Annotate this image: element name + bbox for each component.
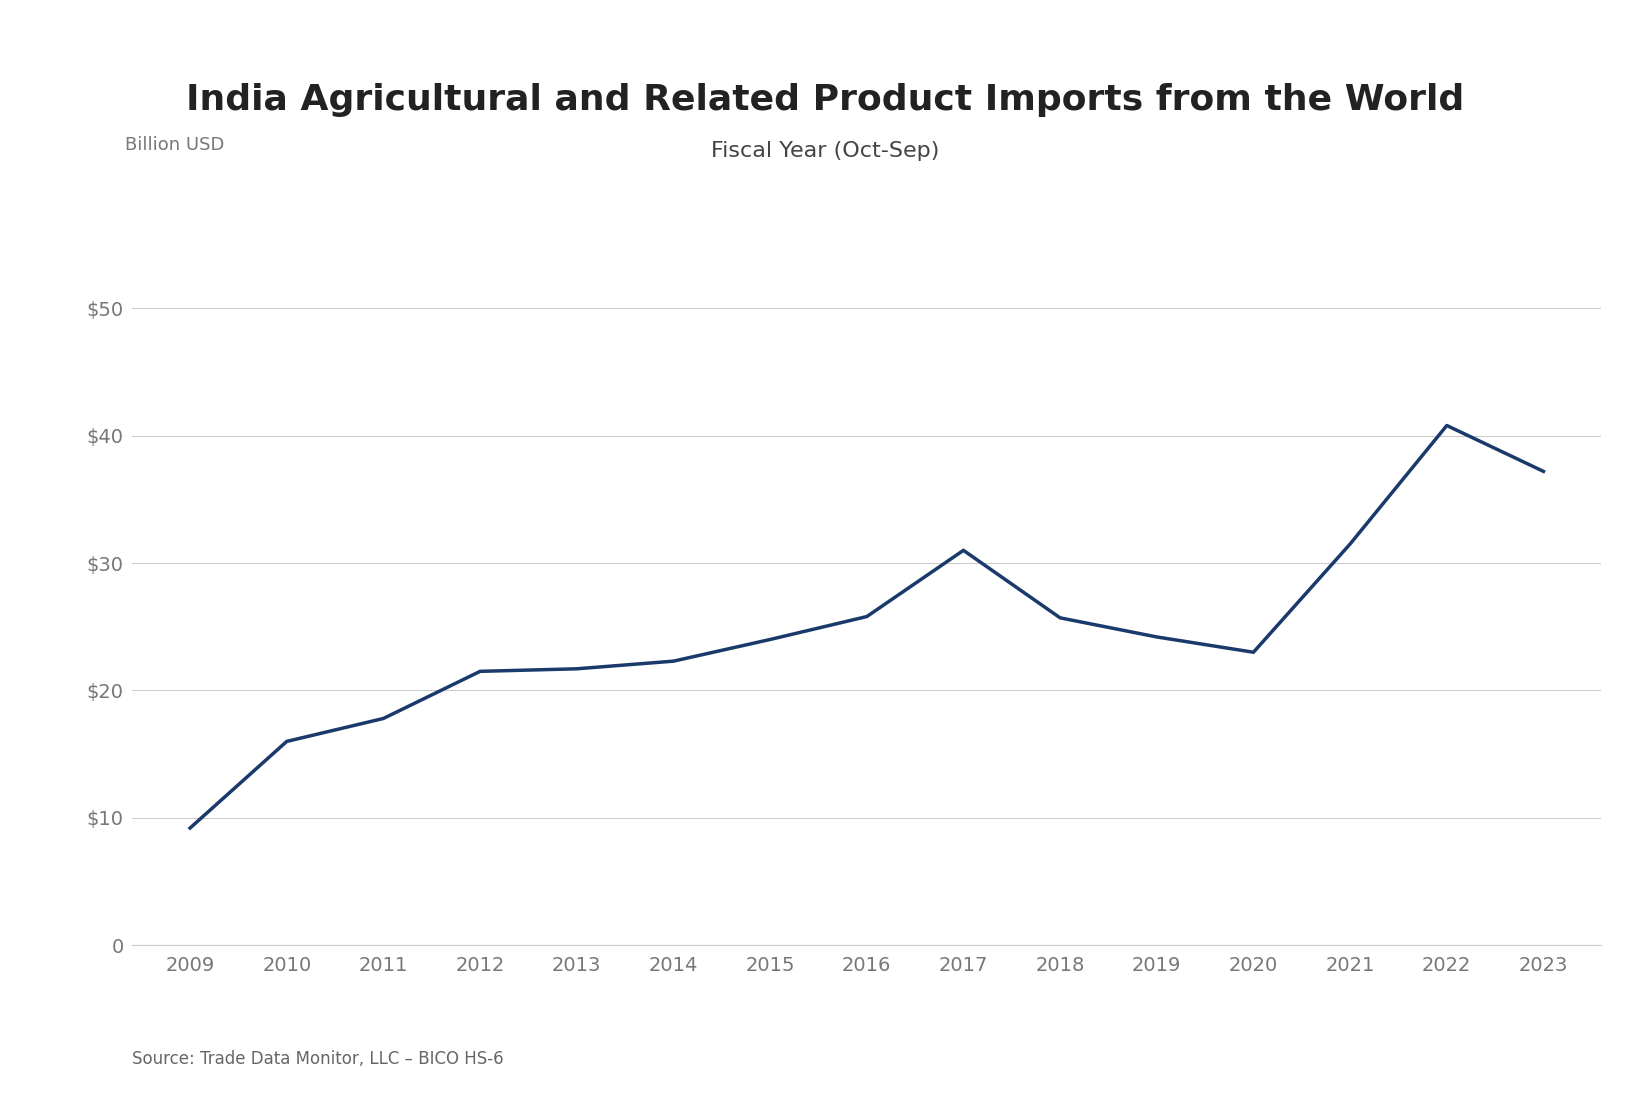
Text: Billion USD: Billion USD (125, 136, 225, 153)
Text: Source: Trade Data Monitor, LLC – BICO HS-6: Source: Trade Data Monitor, LLC – BICO H… (132, 1050, 504, 1068)
Text: India Agricultural and Related Product Imports from the World: India Agricultural and Related Product I… (187, 82, 1464, 117)
Text: Fiscal Year (Oct-Sep): Fiscal Year (Oct-Sep) (712, 141, 939, 161)
